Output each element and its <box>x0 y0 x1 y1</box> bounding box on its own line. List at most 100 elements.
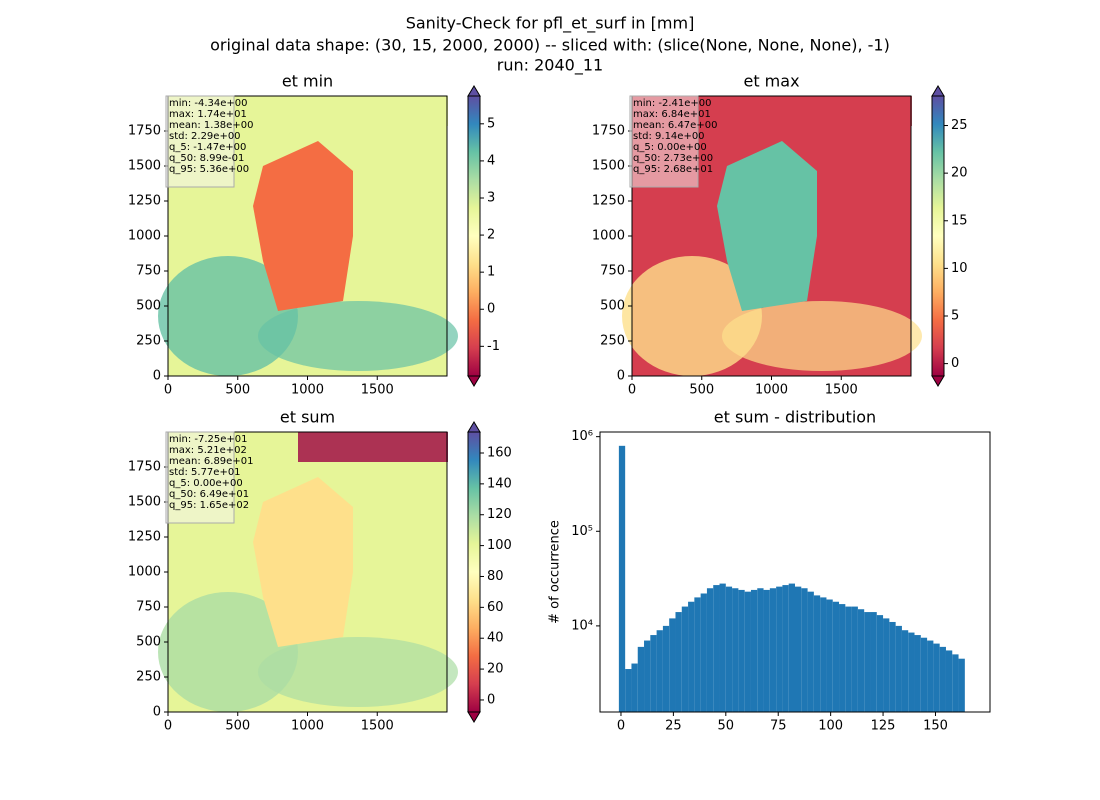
histogram-bar <box>631 663 638 712</box>
image-region <box>298 96 448 126</box>
stats-box <box>165 95 235 188</box>
histogram-bar <box>889 621 896 712</box>
x-tick-label: 1500 <box>361 383 394 398</box>
histogram-bar <box>820 597 827 712</box>
histogram-bar <box>744 591 751 712</box>
histogram-bar <box>826 599 833 712</box>
stats-line: max: 6.84e+01 <box>633 109 711 120</box>
figure-title: Sanity-Check for pfl_et_surf in [mm] <box>406 14 695 34</box>
stats-line: min: -7.25e+01 <box>169 434 248 445</box>
stats-line: q_50: 8.99e-01 <box>169 153 244 164</box>
y-tick-label: 1000 <box>128 229 161 244</box>
stats-line: max: 1.74e+01 <box>169 109 247 120</box>
colorbar-tick-label: 60 <box>487 600 504 615</box>
axes-title: et max <box>743 72 799 91</box>
histogram-bar <box>681 606 689 712</box>
axes-title: et min <box>282 72 333 91</box>
histogram-bar <box>757 588 764 712</box>
y-tick-label: 1000 <box>592 229 625 244</box>
histogram-bar <box>662 625 670 712</box>
colorbar-tick-label: 0 <box>487 692 495 707</box>
histogram-bar <box>864 612 871 712</box>
y-tick-label: 750 <box>600 264 625 279</box>
stats-line: min: -2.41e+00 <box>633 98 712 109</box>
histogram-bar <box>908 632 915 712</box>
colorbar-tick-label: 140 <box>487 476 512 491</box>
histogram-bar <box>832 601 840 712</box>
histogram-bar <box>945 650 953 712</box>
y-tick-label: 500 <box>136 635 161 650</box>
colorbar <box>467 95 481 377</box>
histogram-bar <box>644 640 651 712</box>
stats-line: mean: 6.47e+00 <box>633 120 717 131</box>
y-tick-label: 750 <box>136 600 161 615</box>
colorbar-extend <box>467 375 481 387</box>
colorbar-tick-label: 20 <box>487 662 504 677</box>
histogram-bar <box>675 612 682 712</box>
histogram-bar <box>813 595 821 712</box>
histogram-bar <box>857 609 865 712</box>
y-tick-label: 10⁵ <box>571 524 593 539</box>
figure-subtitle: original data shape: (30, 15, 2000, 2000… <box>210 36 890 55</box>
stats-line: q_95: 1.65e+02 <box>169 500 249 511</box>
x-tick-label: 0 <box>164 383 172 398</box>
histogram-bar <box>939 646 946 712</box>
colorbar-extend <box>467 85 481 97</box>
stats-line: max: 5.21e+02 <box>169 445 247 456</box>
x-tick-label: 1500 <box>361 719 394 734</box>
colorbar-tick-label: 20 <box>951 166 968 181</box>
stats-line: q_5: 0.00e+00 <box>633 142 707 153</box>
colorbar-extend <box>931 375 945 387</box>
y-tick-label: 500 <box>600 299 625 314</box>
x-tick-label: 1000 <box>755 383 788 398</box>
y-tick-label: 250 <box>136 334 161 349</box>
histogram-bar <box>625 669 632 712</box>
histogram-bar <box>769 588 777 712</box>
x-tick-label: 150 <box>923 719 948 734</box>
colorbar-tick-label: 5 <box>487 116 495 131</box>
histogram-bar <box>788 583 795 712</box>
histogram-bar <box>719 583 726 712</box>
histogram-bar <box>688 601 695 712</box>
x-tick-label: 50 <box>718 719 735 734</box>
colorbar-tick-label: 0 <box>951 356 959 371</box>
histogram-bar <box>738 589 745 712</box>
colorbar-extend <box>931 85 945 97</box>
stats-line: q_50: 2.73e+00 <box>633 153 713 164</box>
y-tick-label: 1500 <box>592 159 625 174</box>
histogram-bar <box>713 585 720 712</box>
x-tick-label: 100 <box>818 719 843 734</box>
histogram-bar <box>958 658 965 712</box>
histogram-bar <box>700 593 707 712</box>
y-tick-label: 10⁶ <box>571 429 593 444</box>
y-tick-label: 0 <box>153 369 161 384</box>
x-tick-label: 1500 <box>825 383 858 398</box>
x-tick-label: 500 <box>225 719 250 734</box>
histogram-bar <box>870 612 877 712</box>
y-tick-label: 1000 <box>128 565 161 580</box>
image-region <box>717 141 817 311</box>
histogram-bar <box>795 586 802 712</box>
colorbar-tick-label: 4 <box>487 153 495 168</box>
y-tick-label: 1250 <box>128 530 161 545</box>
x-tick-label: 25 <box>665 719 682 734</box>
colorbar-tick-label: 160 <box>487 445 512 460</box>
stats-line: q_5: 0.00e+00 <box>169 478 243 489</box>
histogram-bar <box>763 589 770 712</box>
histogram-bar <box>669 618 676 712</box>
stats-box <box>629 95 699 188</box>
x-tick-label: 0 <box>164 719 172 734</box>
stats-line: mean: 1.38e+00 <box>169 120 253 131</box>
image-region <box>258 301 458 371</box>
y-tick-label: 1250 <box>592 194 625 209</box>
colorbar-tick-label: 120 <box>487 507 512 522</box>
colorbar-tick-label: 3 <box>487 190 495 205</box>
histogram-bar <box>706 588 714 712</box>
y-tick-label: 1500 <box>128 159 161 174</box>
histogram-bar <box>807 591 814 712</box>
y-tick-label: 250 <box>136 670 161 685</box>
histogram-bar <box>927 640 934 712</box>
y-tick-label: 0 <box>617 369 625 384</box>
colorbar-tick-label: 80 <box>487 569 504 584</box>
